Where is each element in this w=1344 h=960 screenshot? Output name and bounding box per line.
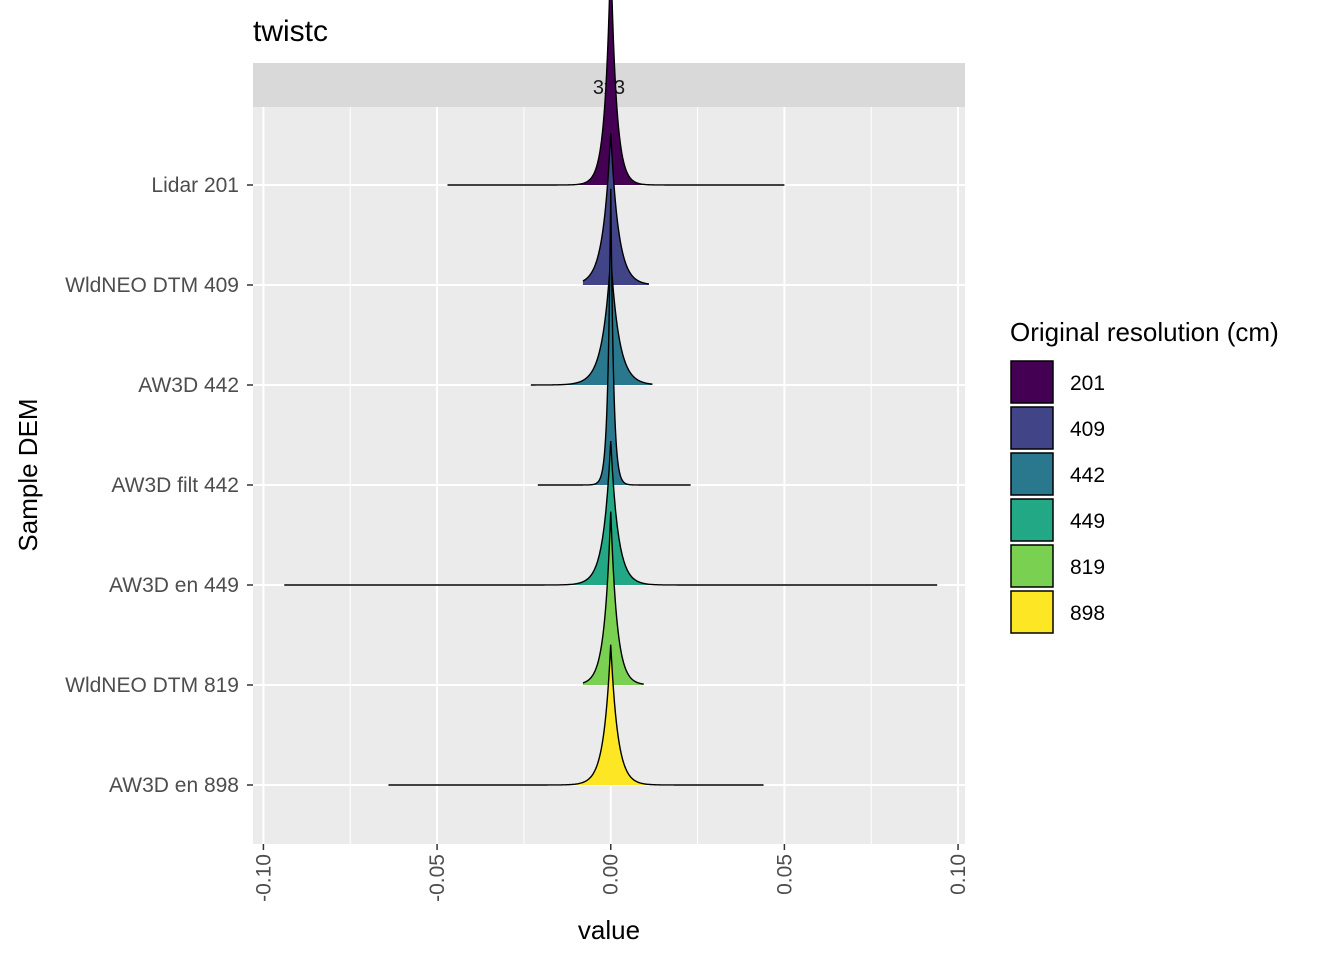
ridge-wldneo-dtm-819: [582, 511, 644, 685]
x-tick-label: -0.05: [426, 854, 449, 902]
legend-label: 819: [1070, 556, 1105, 579]
ridge-outline: [582, 133, 650, 285]
y-axis: Lidar 201 WldNEO DTM 409 AW3D 442 AW3D filt…: [65, 174, 253, 797]
minor-grid: [349, 107, 872, 844]
x-tick-label: 0.05: [773, 854, 796, 895]
ridge-aw3d-en-898: [388, 644, 764, 786]
y-tick-label: AW3D en 449: [109, 574, 239, 597]
legend-key: [1010, 360, 1054, 404]
legend-key: [1010, 498, 1054, 542]
ridge-aw3d-442: [530, 256, 653, 386]
ridge-fill: [582, 511, 644, 685]
ridge-aw3d-filt-442: [537, 188, 691, 486]
legend-label: 409: [1070, 418, 1105, 441]
y-axis-title: Sample DEM: [13, 398, 43, 551]
legend-key: [1010, 590, 1054, 634]
legend-label: 201: [1070, 372, 1105, 395]
x-tick-label: 0.10: [947, 854, 970, 895]
x-axis: -0.10 -0.05 0.00 0.05 0.10: [252, 844, 970, 902]
ridge-outline: [537, 188, 691, 486]
ridges: [284, 0, 938, 786]
ridge-lidar-201: [447, 0, 785, 186]
ridge-fill: [447, 0, 785, 185]
y-tick-label: WldNEO DTM 409: [65, 274, 239, 297]
legend-label: 898: [1070, 602, 1105, 625]
y-tick-label: WldNEO DTM 819: [65, 674, 239, 697]
y-tick-label: AW3D filt 442: [111, 474, 239, 497]
y-tick-label: AW3D 442: [138, 374, 239, 397]
legend-label: 449: [1070, 510, 1105, 533]
legend-key: [1010, 544, 1054, 588]
ridge-outline: [284, 440, 938, 586]
chart-title: twistc: [253, 15, 328, 48]
x-tick-label: -0.10: [252, 854, 275, 902]
ridge-fill: [537, 188, 691, 486]
legend-key: [1010, 452, 1054, 496]
legend-title: Original resolution (cm): [1010, 317, 1279, 347]
ridge-outline: [447, 0, 785, 186]
ridge-outline: [530, 256, 653, 386]
ridge-outline: [388, 644, 764, 786]
x-tick-label: 0.00: [600, 854, 623, 895]
ridge-wldneo-dtm-409: [582, 133, 650, 285]
x-axis-title: value: [578, 915, 640, 945]
legend: Original resolution (cm) 201 409 442 449 819…: [1010, 317, 1279, 634]
y-tick-label: AW3D en 898: [109, 774, 239, 797]
legend-key: [1010, 406, 1054, 450]
legend-label: 442: [1070, 464, 1105, 487]
y-tick-label: Lidar 201: [151, 174, 239, 197]
ridge-outline: [582, 511, 644, 685]
